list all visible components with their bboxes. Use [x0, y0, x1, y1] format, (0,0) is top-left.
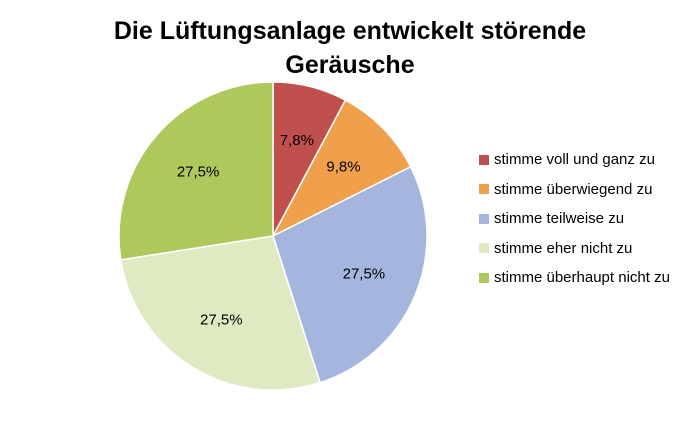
legend-label: stimme überwiegend zu: [494, 180, 653, 198]
legend-swatch: [479, 272, 489, 283]
legend-item-ueberhaupt-nicht: stimme überhaupt nicht zu: [479, 263, 670, 293]
legend-label: stimme teilweise zu: [494, 210, 625, 228]
pie-slice-4: [119, 235, 322, 391]
data-label-2: 9,8%: [326, 159, 360, 176]
data-label-5: 27,5%: [177, 163, 220, 180]
legend-item-voll-und-ganz: stimme voll und ganz zu: [479, 145, 670, 175]
data-label-4: 27,5%: [200, 311, 243, 328]
chart-title-line-1: Die Lüftungsanlage entwickelt störende: [113, 17, 587, 45]
legend-swatch: [479, 243, 489, 254]
legend-item-eher-nicht: stimme eher nicht zu: [479, 234, 670, 264]
chart-title-line-2: Geräusche: [285, 51, 415, 79]
legend: stimme voll und ganz zu stimme überwiege…: [479, 145, 670, 293]
pie-slice-2: [271, 99, 412, 238]
legend-item-teilweise: stimme teilweise zu: [479, 204, 670, 234]
legend-swatch: [479, 154, 489, 165]
data-label-1: 7,8%: [280, 132, 314, 149]
pie-slice-3: [272, 165, 428, 384]
chart-title: Die Lüftungsanlage entwickelt störende G…: [0, 14, 700, 82]
legend-label: stimme überhaupt nicht zu: [494, 269, 670, 287]
legend-item-ueberwiegend: stimme überwiegend zu: [479, 175, 670, 205]
legend-label: stimme eher nicht zu: [494, 239, 633, 257]
data-label-3: 27,5%: [343, 266, 386, 283]
legend-swatch: [479, 184, 489, 195]
pie-slice-5: [118, 81, 274, 261]
legend-swatch: [479, 213, 489, 224]
legend-label: stimme voll und ganz zu: [494, 151, 655, 169]
